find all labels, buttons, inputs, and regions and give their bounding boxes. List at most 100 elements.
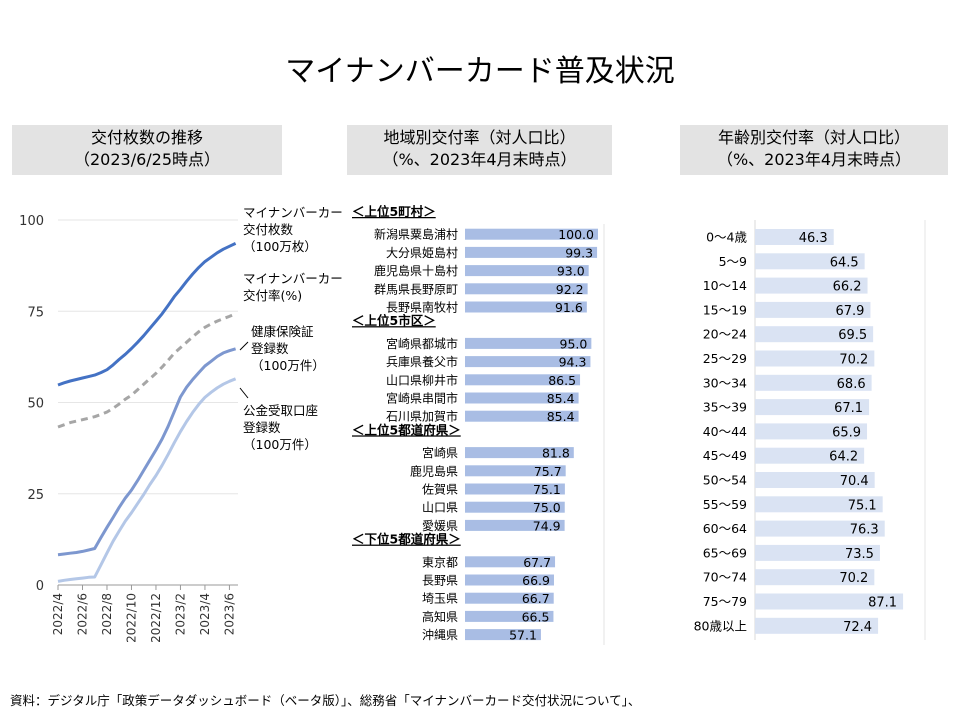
region-value-label: 81.8 xyxy=(542,446,570,461)
region-value-label: 74.9 xyxy=(533,518,561,533)
region-category-label: 鹿児島県 xyxy=(410,463,458,478)
age-bar xyxy=(755,399,870,416)
region-chart: ＜上位5町村＞ 新潟県粟島浦村 100.0 大分県姫島村 99.3 鹿児島県十島村 93.0… xyxy=(352,204,605,645)
age-value-label: 67.1 xyxy=(834,401,863,416)
region-category-label: 宮崎県 xyxy=(422,445,458,460)
age-category-label: 60～64 xyxy=(703,521,747,536)
source-note: 資料：デジタル庁「政策データダッシュボード（ベータ版）」、総務省「マイナンバーカ… xyxy=(10,693,641,708)
age-value-label: 67.9 xyxy=(835,304,864,319)
age-bar xyxy=(755,472,875,488)
region-category-label: 宮崎県串間市 xyxy=(386,391,458,406)
region-bar xyxy=(465,629,541,641)
age-bar xyxy=(755,447,865,464)
age-chart: 0～4歳 46.3 5～9 64.5 10～14 66.2 15～19 67.9 20～24 69… xyxy=(694,220,926,640)
region-value-label: 92.2 xyxy=(556,282,584,297)
region-value-label: 66.5 xyxy=(522,609,550,624)
age-value-label: 73.5 xyxy=(845,547,874,562)
age-bar xyxy=(755,569,875,586)
region-bar xyxy=(465,410,579,422)
x-tick-label: 2022/6 xyxy=(75,593,89,635)
age-category-label: 50～54 xyxy=(703,473,747,488)
age-category-label: 80歳以上 xyxy=(694,618,747,633)
age-value-label: 46.3 xyxy=(799,231,828,246)
region-bar xyxy=(465,556,556,568)
region-value-label: 91.6 xyxy=(555,300,583,315)
age-bar xyxy=(755,374,872,391)
region-bar xyxy=(465,301,587,313)
age-category-label: 15～19 xyxy=(703,302,747,317)
x-tick-label: 2022/10 xyxy=(124,593,138,643)
region-category-label: 新潟県粟島浦村 xyxy=(374,227,458,242)
region-category-label: 群馬県長野原町 xyxy=(374,282,458,296)
region-value-label: 85.4 xyxy=(547,391,575,406)
series-label-line: （100万枚） xyxy=(243,239,317,254)
series-label-line: （100万件） xyxy=(243,437,317,452)
region-category-label: 東京都 xyxy=(422,555,458,569)
region-value-label: 67.7 xyxy=(523,555,551,570)
region-category-label: 長野県 xyxy=(422,574,458,588)
age-category-label: 0～4歳 xyxy=(706,230,747,245)
age-category-label: 30～34 xyxy=(703,375,747,390)
series-label-line: 健康保険証 xyxy=(251,324,314,339)
age-category-label: 10～14 xyxy=(703,278,747,293)
age-value-label: 87.1 xyxy=(868,596,897,611)
region-chart-title: 地域別交付率（対人口比） xyxy=(383,128,576,147)
label-leader-line xyxy=(239,341,249,351)
age-category-label: 55～59 xyxy=(703,497,747,512)
age-bar xyxy=(755,229,834,245)
region-category-label: 山口県 xyxy=(422,501,458,515)
age-value-label: 70.2 xyxy=(839,571,868,586)
age-value-label: 66.2 xyxy=(833,280,862,295)
region-value-label: 66.7 xyxy=(522,591,550,606)
region-bar xyxy=(465,447,574,459)
series-line-card_count xyxy=(57,242,237,387)
region-value-label: 66.9 xyxy=(522,573,550,588)
series-label-line: マイナンバーカード xyxy=(243,271,345,286)
region-bar xyxy=(465,228,598,240)
age-value-label: 68.6 xyxy=(837,377,866,392)
age-category-label: 5～9 xyxy=(719,254,747,269)
age-bar xyxy=(755,423,868,440)
series-label-line: （100万件） xyxy=(251,358,325,373)
region-bar xyxy=(465,246,598,258)
y-tick-label: 0 xyxy=(36,579,44,594)
age-value-label: 75.1 xyxy=(848,498,877,513)
region-category-label: 鹿児島県十島村 xyxy=(374,263,458,278)
age-category-label: 65～69 xyxy=(703,545,747,560)
age-value-label: 70.4 xyxy=(840,474,869,489)
region-bar xyxy=(465,465,566,477)
age-bar xyxy=(755,544,880,561)
age-category-label: 35～39 xyxy=(703,400,747,415)
age-value-label: 65.9 xyxy=(832,425,861,440)
age-category-label: 20～24 xyxy=(703,327,747,342)
line-chart-header: 交付枚数の推移 （2023/6/25時点） xyxy=(12,125,282,175)
region-value-label: 86.5 xyxy=(548,373,576,388)
region-category-label: 山口県柳井市 xyxy=(386,372,458,387)
age-bar xyxy=(755,617,879,634)
age-category-label: 75～79 xyxy=(703,594,747,609)
region-bar xyxy=(465,392,579,404)
x-tick-label: 2023/6 xyxy=(222,593,236,635)
age-bar xyxy=(755,253,865,270)
region-chart-subtitle: （%、2023年4月末時点） xyxy=(382,150,577,169)
age-category-label: 25～29 xyxy=(703,351,747,366)
age-bar xyxy=(755,301,871,318)
region-value-label: 75.1 xyxy=(533,482,561,497)
age-value-label: 64.5 xyxy=(830,255,859,270)
series-label-line: 公金受取口座 xyxy=(243,403,318,418)
y-tick-label: 100 xyxy=(19,214,44,229)
age-category-label: 45～49 xyxy=(703,448,747,463)
x-tick-label: 2023/2 xyxy=(173,593,187,635)
age-bar xyxy=(755,277,868,294)
region-bar xyxy=(465,519,565,531)
series-label-line: 登録数 xyxy=(243,420,281,435)
region-category-label: 兵庫県養父市 xyxy=(386,354,458,369)
region-bar xyxy=(465,374,581,386)
region-category-label: 沖縄県 xyxy=(422,627,458,642)
region-category-label: 高知県 xyxy=(422,609,458,624)
age-bar xyxy=(755,326,874,343)
group-header: ＜下位5都道府県＞ xyxy=(352,532,461,547)
